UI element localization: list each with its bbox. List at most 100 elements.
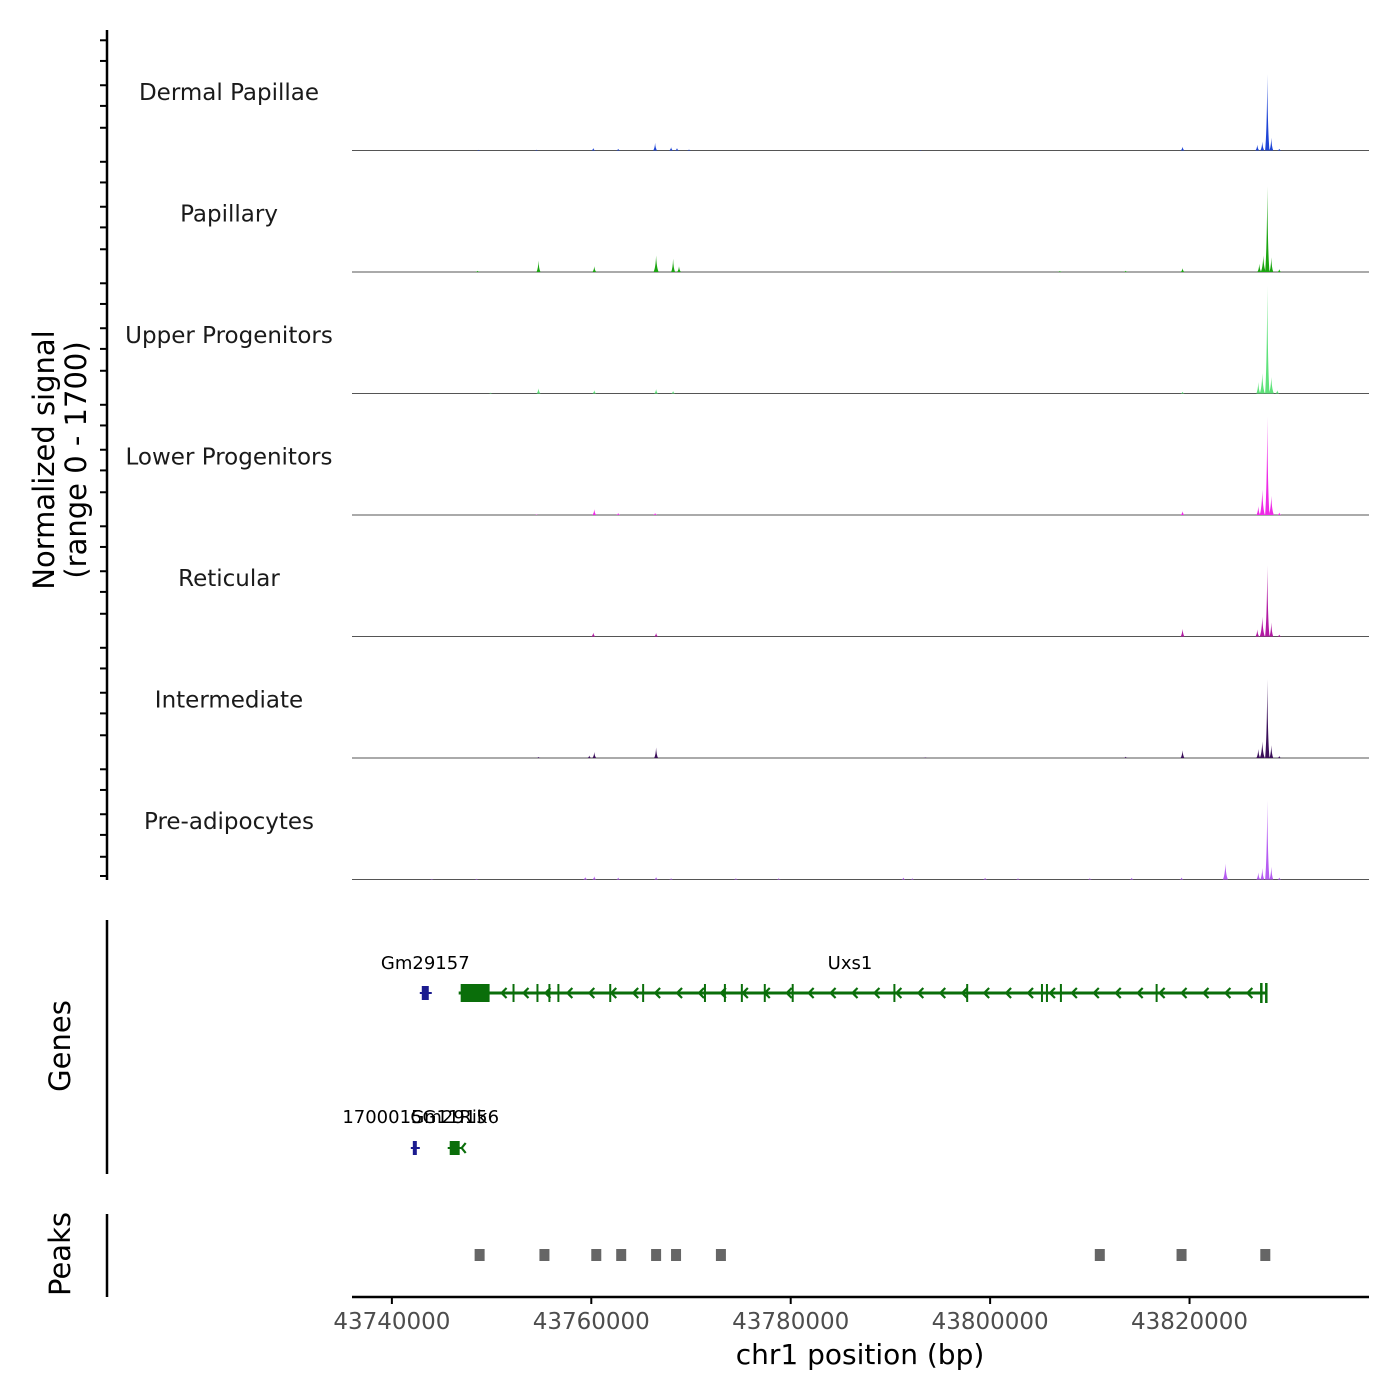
signal-peak <box>1259 489 1265 515</box>
gene-1700015g11rik: 1700015G11Rik <box>342 1107 488 1155</box>
strand-arrow <box>763 987 771 999</box>
signal-peak <box>1123 270 1128 272</box>
signal-peak <box>923 757 928 758</box>
strand-arrow <box>675 987 683 999</box>
signal-peak <box>1259 373 1265 394</box>
track-papillary: Papillary <box>180 186 1369 273</box>
peak-region <box>651 1249 662 1261</box>
peak-region <box>671 1249 682 1261</box>
x-tick-label: 43740000 <box>333 1309 450 1335</box>
track-pre-adipocytes: Pre-adipocytes <box>144 800 1369 880</box>
signal-peak <box>1265 416 1270 515</box>
strand-arrow <box>960 987 968 999</box>
y-axis-label-line2: (range 0 - 1700) <box>59 341 93 578</box>
gene-label: Uxs1 <box>828 953 873 974</box>
signal-peak <box>1256 872 1261 880</box>
strand-arrow <box>1092 987 1100 999</box>
signal-peak <box>1265 679 1270 758</box>
signal-peak <box>536 388 541 394</box>
track-label: Reticular <box>178 566 280 592</box>
signal-peak <box>1269 745 1274 758</box>
x-tick-label: 43800000 <box>932 1309 1049 1335</box>
signal-peak <box>1057 271 1062 272</box>
strand-arrow <box>982 987 990 999</box>
strand-arrow <box>741 987 749 999</box>
x-axis-title: chr1 position (bp) <box>736 1338 985 1371</box>
signal-peak <box>671 391 676 394</box>
signal-peak <box>616 513 621 515</box>
signal-peak <box>591 148 596 151</box>
strand-arrow <box>1201 987 1210 999</box>
signal-peak <box>669 147 674 151</box>
signal-peak <box>1275 390 1280 394</box>
x-tick-label: 43760000 <box>533 1309 650 1335</box>
signal-peak <box>592 390 597 394</box>
gene-label: 1700015G11Rik <box>342 1107 488 1128</box>
signal-peak <box>671 258 676 272</box>
strand-arrow <box>938 987 947 999</box>
signal-peak <box>1180 628 1185 637</box>
track-label: Papillary <box>180 202 278 228</box>
signal-peak <box>475 270 480 272</box>
signal-peak <box>1269 257 1274 272</box>
signal-peak <box>1257 263 1262 272</box>
signal-peak <box>1255 629 1260 637</box>
signal-peak <box>1180 750 1185 758</box>
signal-peak <box>669 878 674 880</box>
track-lower-progenitors: Lower Progenitors <box>126 416 1369 516</box>
strand-arrow <box>1026 987 1034 999</box>
gene-uxs1: Uxs1 <box>458 953 1268 1003</box>
strand-arrow <box>565 987 574 999</box>
signal-peak <box>1256 506 1261 515</box>
signal-peak <box>733 878 738 880</box>
signal-peak <box>1123 756 1128 758</box>
signal-peak <box>592 752 597 758</box>
track-intermediate: Intermediate <box>155 679 1369 759</box>
signal-peak <box>1277 877 1282 880</box>
signal-y-axis: Normalized signal (range 0 - 1700) <box>27 30 109 880</box>
strand-arrow <box>829 987 837 999</box>
gene-label: Gm29157 <box>381 953 470 974</box>
strand-arrow <box>1245 987 1254 999</box>
signal-peak <box>1260 868 1265 880</box>
strand-arrow <box>719 987 727 999</box>
peaks-panel-label: Peaks <box>43 1212 77 1296</box>
signal-peak <box>1265 565 1270 637</box>
track-label: Pre-adipocytes <box>144 809 314 835</box>
strand-arrow <box>850 987 859 999</box>
genes-panel-label: Genes <box>43 1000 77 1092</box>
strand-arrow <box>1070 987 1078 999</box>
signal-peak <box>534 149 539 151</box>
signal-peak <box>1180 511 1185 515</box>
signal-peak <box>888 271 893 272</box>
signal-peak <box>677 266 681 272</box>
signal-peak <box>587 755 592 758</box>
signal-peak <box>654 633 659 637</box>
strand-arrow <box>587 987 596 999</box>
strand-arrow <box>521 987 530 999</box>
strand-arrow <box>631 987 639 999</box>
signal-peak <box>1277 634 1282 637</box>
signal-peak <box>1265 800 1270 880</box>
signal-peak <box>654 389 659 394</box>
signal-peak <box>675 148 679 151</box>
signal-peak <box>1260 141 1265 151</box>
signal-peak <box>1269 137 1274 151</box>
peak-region <box>715 1249 726 1261</box>
signal-peak <box>616 877 621 880</box>
signal-peak <box>687 149 691 151</box>
strand-arrow <box>916 987 925 999</box>
signal-peak <box>616 148 621 151</box>
peak-region <box>539 1249 550 1261</box>
strand-arrow <box>1136 987 1144 999</box>
signal-peak <box>1255 144 1260 151</box>
signal-peak <box>591 632 596 637</box>
signal-peak <box>592 876 597 880</box>
signal-peak <box>653 513 658 515</box>
signal-peak <box>488 392 493 394</box>
coverage-tracks: Dermal Papillae Papillary Upper Progenitor… <box>125 74 1369 880</box>
signal-peak <box>1265 74 1270 151</box>
signal-peak <box>1256 382 1261 394</box>
